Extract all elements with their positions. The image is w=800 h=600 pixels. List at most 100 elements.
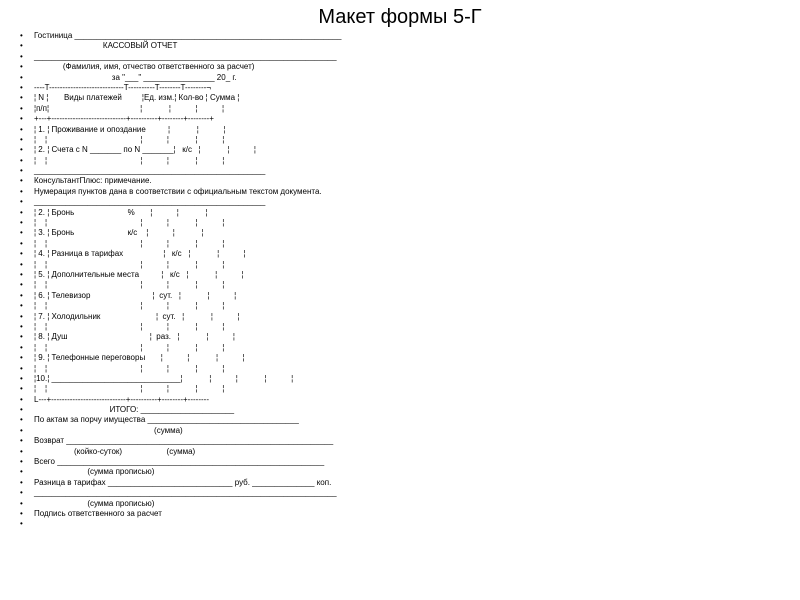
line-text: ¦ ¦ ¦ ¦ ¦ ¦ (34, 384, 224, 394)
bullet-icon: • (20, 166, 34, 176)
line-text: ¦ 5. ¦ Дополнительные места ¦ к/с ¦ ¦ ¦ (34, 270, 244, 280)
bullet-icon: • (20, 467, 34, 477)
line-text: ¦ 4. ¦ Разница в тарифах ¦ к/с ¦ ¦ ¦ (34, 249, 246, 259)
line-text: Гостиница ______________________________… (34, 31, 341, 41)
form-line: •¦ ¦ ¦ ¦ ¦ ¦ (20, 384, 800, 394)
form-line: •Гостиница _____________________________… (20, 31, 800, 41)
bullet-icon: • (20, 145, 34, 155)
form-line: •По актам за порчу имущества ___________… (20, 415, 800, 425)
bullet-icon: • (20, 62, 34, 72)
form-line: •¦ ¦ ¦ ¦ ¦ ¦ (20, 322, 800, 332)
bullet-icon: • (20, 353, 34, 363)
form-line: •¦ ¦ ¦ ¦ ¦ ¦ (20, 135, 800, 145)
line-text: КонсультантПлюс: примечание. (34, 176, 152, 186)
line-text: По актам за порчу имущества ____________… (34, 415, 299, 425)
line-text: ¦ ¦ ¦ ¦ ¦ ¦ (34, 156, 224, 166)
bullet-icon: • (20, 104, 34, 114)
line-text: Возврат ________________________________… (34, 436, 333, 446)
bullet-icon: • (20, 260, 34, 270)
form-line: •¦ 3. ¦ Бронь к/с ¦ ¦ ¦ (20, 228, 800, 238)
line-text: (сумма) (34, 426, 183, 436)
form-line: •_______________________________________… (20, 166, 800, 176)
bullet-icon: • (20, 93, 34, 103)
bullet-icon: • (20, 374, 34, 384)
bullet-icon: • (20, 197, 34, 207)
line-text: +---+----------------------------+------… (34, 114, 214, 124)
bullet-icon: • (20, 447, 34, 457)
line-text: ¦ 2. ¦ Счета с N _______ по N _______¦ к… (34, 145, 256, 155)
form-line: •¦ 2. ¦ Бронь % ¦ ¦ ¦ (20, 208, 800, 218)
line-text: ¦ ¦ ¦ ¦ ¦ ¦ (34, 280, 224, 290)
form-line: •¦ ¦ ¦ ¦ ¦ ¦ (20, 218, 800, 228)
bullet-icon: • (20, 312, 34, 322)
form-line: •¦ 8. ¦ Душ ¦ раз. ¦ ¦ ¦ (20, 332, 800, 342)
bullet-icon: • (20, 228, 34, 238)
bullet-icon: • (20, 83, 34, 93)
form-line: •+---+----------------------------+-----… (20, 114, 800, 124)
bullet-icon: • (20, 239, 34, 249)
form-line: • (20, 519, 800, 529)
line-text: (Фамилия, имя, отчество ответственного з… (34, 62, 254, 72)
bullet-icon: • (20, 395, 34, 405)
line-text: ¦ 3. ¦ Бронь к/с ¦ ¦ ¦ (34, 228, 204, 238)
line-text: Подпись ответственного за расчет (34, 509, 162, 519)
line-text: ¦ N ¦ Виды платежей ¦Ед. изм.¦ Кол-во ¦ … (34, 93, 239, 103)
line-text: L---+----------------------------+------… (34, 395, 209, 405)
line-text: ¦ ¦ ¦ ¦ ¦ ¦ (34, 135, 224, 145)
form-line: •Нумерация пунктов дана в соответствии с… (20, 187, 800, 197)
bullet-icon: • (20, 499, 34, 509)
bullet-icon: • (20, 364, 34, 374)
line-text: ¦ 7. ¦ Холодильник ¦ сут. ¦ ¦ ¦ (34, 312, 240, 322)
bullet-icon: • (20, 322, 34, 332)
form-line: •¦п/п¦ ¦ ¦ ¦ ¦ (20, 104, 800, 114)
bullet-icon: • (20, 426, 34, 436)
form-line: •----T----------------------------T-----… (20, 83, 800, 93)
form-content: • Гостиница _____________________________… (0, 31, 800, 530)
form-line: • (сумма) (20, 426, 800, 436)
bullet-icon: • (20, 519, 34, 529)
form-line: •¦ 1. ¦ Проживание и опоздание ¦ ¦ ¦ (20, 125, 800, 135)
form-line: •¦ ¦ ¦ ¦ ¦ ¦ (20, 364, 800, 374)
line-text: Всего __________________________________… (34, 457, 324, 467)
line-text: ________________________________________… (34, 166, 265, 176)
line-text: ¦п/п¦ ¦ ¦ ¦ ¦ (34, 104, 224, 114)
line-text: за "___" ________________ 20_ г. (34, 73, 237, 83)
form-line: • (Фамилия, имя, отчество ответственного… (20, 62, 800, 72)
form-line: •¦ ¦ ¦ ¦ ¦ ¦ (20, 239, 800, 249)
line-text: ¦ ¦ ¦ ¦ ¦ ¦ (34, 322, 224, 332)
bullet-icon: • (20, 249, 34, 259)
form-line: •¦ N ¦ Виды платежей ¦Ед. изм.¦ Кол-во ¦… (20, 93, 800, 103)
line-text: ¦ ¦ ¦ ¦ ¦ ¦ (34, 218, 224, 228)
line-text: (сумма прописью) (34, 467, 154, 477)
form-line: • (койко-суток) (сумма) (20, 447, 800, 457)
form-line: • (сумма прописью) (20, 467, 800, 477)
line-text: ¦ 6. ¦ Телевизор ¦ сут. ¦ ¦ ¦ (34, 291, 236, 301)
bullet-icon: • (20, 114, 34, 124)
line-text: Нумерация пунктов дана в соответствии с … (34, 187, 322, 197)
form-line: • за "___" ________________ 20_ г. (20, 73, 800, 83)
line-text: ----T----------------------------T------… (34, 83, 211, 93)
form-line: •¦ 5. ¦ Дополнительные места ¦ к/с ¦ ¦ ¦ (20, 270, 800, 280)
form-line: •Подпись ответственного за расчет (20, 509, 800, 519)
form-line: •КонсультантПлюс: примечание. (20, 176, 800, 186)
bullet-icon: • (20, 488, 34, 498)
form-line: •¦ 7. ¦ Холодильник ¦ сут. ¦ ¦ ¦ (20, 312, 800, 322)
form-line: •¦ 9. ¦ Телефонные переговоры ¦ ¦ ¦ ¦ (20, 353, 800, 363)
form-line: •¦ ¦ ¦ ¦ ¦ ¦ (20, 301, 800, 311)
bullet-icon: • (20, 436, 34, 446)
bullet-icon: • (20, 291, 34, 301)
form-line: • (сумма прописью) (20, 499, 800, 509)
bullet-icon: • (20, 156, 34, 166)
bullet-icon: • (20, 509, 34, 519)
line-text: ¦ 8. ¦ Душ ¦ раз. ¦ ¦ ¦ (34, 332, 235, 342)
line-text: ¦ ¦ ¦ ¦ ¦ ¦ (34, 364, 224, 374)
form-line: •_______________________________________… (20, 52, 800, 62)
bullet-icon: • (20, 415, 34, 425)
bullet-icon: • (20, 405, 34, 415)
line-text: ¦ ¦ ¦ ¦ ¦ ¦ (34, 343, 224, 353)
bullet-icon: • (20, 332, 34, 342)
line-text: ¦ ¦ ¦ ¦ ¦ ¦ (34, 239, 224, 249)
form-line: •¦ 4. ¦ Разница в тарифах ¦ к/с ¦ ¦ ¦ (20, 249, 800, 259)
bullet-icon: • (20, 384, 34, 394)
form-line: •Разница в тарифах _____________________… (20, 478, 800, 488)
